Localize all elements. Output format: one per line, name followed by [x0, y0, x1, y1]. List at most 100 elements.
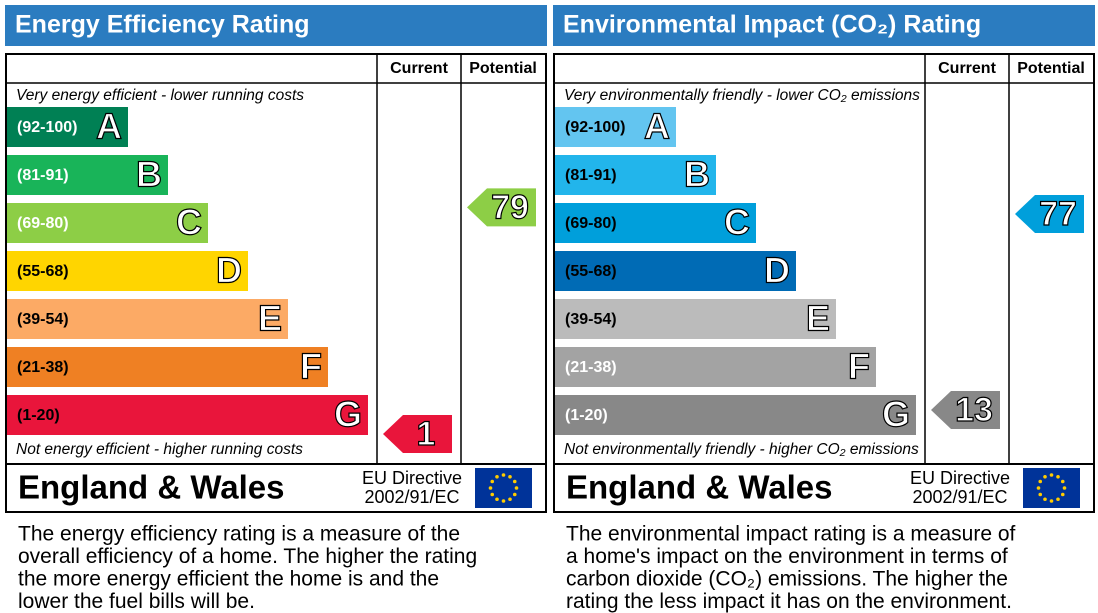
band-range: (1-20) — [565, 407, 608, 424]
current-value: 1 — [417, 415, 436, 453]
band-range: (81-91) — [565, 167, 617, 184]
potential-value: 77 — [1039, 195, 1077, 233]
flag-star — [512, 479, 517, 484]
band-range: (55-68) — [565, 263, 617, 280]
band-letter: B — [136, 154, 162, 195]
title-bar — [5, 5, 547, 46]
band-letter: B — [684, 154, 710, 195]
panel-title: Energy Efficiency Rating — [15, 11, 310, 39]
current-arrow — [383, 415, 452, 453]
bottom-note: Not environmentally friendly - higher CO… — [564, 441, 919, 458]
band-letter: C — [724, 202, 750, 243]
rating-band — [7, 203, 208, 243]
flag-star — [1043, 497, 1047, 502]
flag-star — [1060, 479, 1065, 484]
band-range: (39-54) — [17, 311, 69, 328]
band-range: (21-38) — [17, 359, 69, 376]
band-letter: E — [258, 298, 282, 339]
potential-arrow — [1015, 195, 1084, 233]
current-value: 13 — [955, 391, 993, 429]
rating-band — [555, 107, 676, 147]
band-range: (69-80) — [565, 215, 617, 232]
rating-band — [7, 155, 168, 195]
rating-band — [555, 155, 716, 195]
band-range: (1-20) — [17, 407, 60, 424]
flag-star — [514, 486, 519, 490]
column-header: Potential — [1017, 60, 1085, 77]
band-letter: C — [176, 202, 202, 243]
band-letter: E — [806, 298, 830, 339]
band-range: (81-91) — [17, 167, 69, 184]
band-range: (92-100) — [565, 119, 625, 136]
rating-band — [555, 299, 836, 339]
rating-band — [555, 347, 876, 387]
flag-star — [1056, 497, 1060, 502]
current-arrow — [931, 391, 1000, 429]
rating-band — [555, 203, 756, 243]
band-letter: A — [96, 106, 122, 147]
region: England & Wales — [18, 469, 284, 506]
description: carbon dioxide (CO₂) emissions. The high… — [566, 568, 1008, 591]
flag-star — [1038, 479, 1043, 484]
flag-star — [501, 473, 506, 477]
rating-band — [7, 347, 328, 387]
flag-star — [490, 492, 495, 497]
flag-star — [488, 486, 493, 490]
flag-star — [1049, 473, 1054, 477]
panel-title: Environmental Impact (CO₂) Rating — [563, 11, 981, 39]
flag-star — [508, 474, 512, 479]
flag-star — [495, 474, 499, 479]
description: the more energy efficient the home is an… — [18, 568, 439, 591]
band-letter: F — [848, 346, 870, 387]
band-range: (69-80) — [17, 215, 69, 232]
band-range: (55-68) — [17, 263, 69, 280]
flag-star — [1038, 492, 1043, 497]
description: The environmental impact rating is a mea… — [566, 523, 1016, 546]
flag-star — [1036, 486, 1041, 490]
description: lower the fuel bills will be. — [18, 590, 255, 613]
column-header: Potential — [469, 60, 537, 77]
band-letter: A — [644, 106, 670, 147]
flag-star — [1049, 499, 1054, 503]
flag-star — [1056, 474, 1060, 479]
description: The energy efficiency rating is a measur… — [18, 523, 460, 546]
column-header: Current — [390, 60, 448, 77]
flag-star — [1043, 474, 1047, 479]
top-note: Very environmentally friendly - lower CO… — [564, 87, 920, 104]
rating-band — [7, 251, 248, 291]
flag-star — [495, 497, 499, 502]
directive: 2002/91/EC — [912, 487, 1007, 507]
directive: 2002/91/EC — [364, 487, 459, 507]
top-note: Very energy efficient - lower running co… — [16, 87, 304, 104]
description: a home's impact on the environment in te… — [566, 545, 1008, 568]
description: overall efficiency of a home. The higher… — [18, 545, 477, 568]
rating-band — [7, 107, 128, 147]
potential-arrow — [467, 188, 536, 227]
band-range: (92-100) — [17, 119, 77, 136]
flag-star — [501, 499, 506, 503]
rating-band — [555, 251, 796, 291]
flag-star — [508, 497, 512, 502]
band-letter: D — [764, 250, 790, 291]
flag-star — [1062, 486, 1067, 490]
band-range: (39-54) — [565, 311, 617, 328]
directive: EU Directive — [910, 468, 1010, 488]
rating-band — [7, 299, 288, 339]
band-letter: G — [882, 394, 910, 435]
band-letter: D — [216, 250, 242, 291]
description: rating the less impact it has on the env… — [566, 590, 1012, 613]
region: England & Wales — [566, 469, 832, 506]
flag-star — [1060, 492, 1065, 497]
rating-band — [7, 395, 368, 435]
bottom-note: Not energy efficient - higher running co… — [16, 441, 303, 458]
band-letter: G — [334, 394, 362, 435]
band-range: (21-38) — [565, 359, 617, 376]
directive: EU Directive — [362, 468, 462, 488]
band-letter: F — [300, 346, 322, 387]
flag-star — [512, 492, 517, 497]
title-bar — [553, 5, 1095, 46]
potential-value: 79 — [491, 188, 529, 226]
flag-star — [490, 479, 495, 484]
rating-band — [555, 395, 916, 435]
